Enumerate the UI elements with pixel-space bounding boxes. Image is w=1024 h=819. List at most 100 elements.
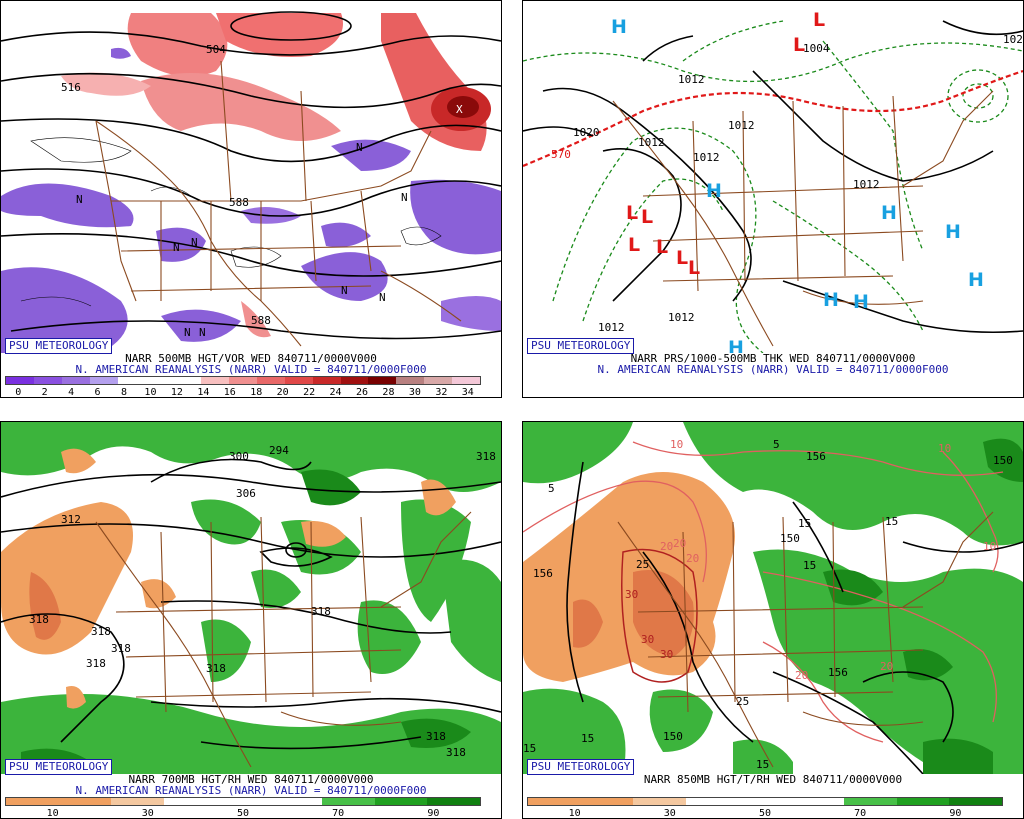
- svg-text:N: N: [356, 141, 363, 154]
- colorbar-swatch: [686, 798, 739, 805]
- svg-text:H: H: [611, 16, 627, 38]
- svg-text:588: 588: [251, 314, 271, 327]
- dry-core-shading: [29, 572, 61, 640]
- svg-text:1012: 1012: [638, 136, 665, 149]
- colorbar-tick-label: 6: [94, 387, 101, 398]
- svg-text:318: 318: [476, 450, 496, 463]
- svg-text:156: 156: [828, 666, 848, 679]
- svg-text:10: 10: [938, 442, 951, 455]
- panel-title: NARR 700MB HGT/RH WED 840711/0000V000: [128, 773, 374, 786]
- colorbar-tick-label: 70: [854, 808, 867, 819]
- political-borders: [617, 511, 994, 768]
- svg-text:L: L: [793, 34, 805, 56]
- colorbar-tick-label: 24: [329, 387, 342, 398]
- colorbar-swatch: [580, 798, 634, 805]
- colorbar-tick-label: 30: [141, 808, 154, 819]
- isobars: [523, 20, 1023, 334]
- svg-text:30: 30: [625, 588, 638, 601]
- colorbar-swatch: [633, 798, 687, 805]
- colorbar-tick-label: 50: [758, 808, 772, 819]
- colorbar-swatch: [284, 377, 313, 384]
- svg-text:15: 15: [803, 559, 816, 572]
- colorbar-tick-label: 10: [568, 808, 581, 819]
- psu-meteorology-badge: PSU METEOROLOGY: [5, 759, 113, 775]
- svg-text:L: L: [626, 202, 638, 224]
- colorbar-tick-label: 18: [250, 387, 263, 398]
- svg-text:H: H: [968, 269, 984, 291]
- svg-text:1012: 1012: [678, 73, 705, 86]
- panel-title: NARR 850MB HGT/T/RH WED 840711/0000V000: [643, 773, 903, 786]
- svg-text:N: N: [199, 326, 206, 339]
- colorbar-swatch: [374, 798, 428, 805]
- svg-text:15: 15: [581, 732, 594, 745]
- colorbar-tick-label: 20: [276, 387, 289, 398]
- svg-text:H: H: [823, 289, 839, 311]
- contour-labels: 5 5 10 10 10 15 15 15 15 15 15 20 20 20 …: [523, 438, 1013, 771]
- panel-valid-time: N. AMERICAN REANALYSIS (NARR) VALID = 84…: [597, 363, 949, 376]
- colorbar-swatch: [173, 377, 202, 384]
- negative-vorticity-shading: [1, 47, 501, 353]
- colorbar-swatch: [424, 377, 452, 384]
- colorbar-swatch: [33, 377, 62, 384]
- colorbar-swatch: [6, 377, 34, 384]
- svg-text:516: 516: [61, 81, 81, 94]
- moist-shading: [523, 422, 1023, 774]
- vorticity-colorbar: [5, 376, 481, 385]
- svg-text:318: 318: [111, 642, 131, 655]
- colorbar-tick-label: 90: [427, 808, 440, 819]
- colorbar-tick-label: 16: [223, 387, 236, 398]
- svg-text:150: 150: [993, 454, 1013, 467]
- colorbar-tick-label: 10: [144, 387, 157, 398]
- svg-text:10: 10: [983, 540, 996, 553]
- colorbar-swatch: [427, 798, 481, 805]
- svg-text:318: 318: [29, 613, 49, 626]
- svg-text:N: N: [379, 291, 386, 304]
- svg-text:318: 318: [311, 605, 331, 618]
- svg-text:L: L: [641, 206, 653, 228]
- svg-text:N: N: [401, 191, 408, 204]
- colorbar-swatch: [164, 798, 217, 805]
- warm-temperature-contours: [621, 548, 698, 683]
- svg-text:20: 20: [795, 669, 808, 682]
- colorbar-tick-label: 10: [46, 808, 59, 819]
- rh-colorbar: [5, 797, 481, 806]
- positive-vorticity-shading: [61, 13, 491, 338]
- svg-text:L: L: [676, 247, 688, 269]
- svg-text:25: 25: [736, 695, 749, 708]
- colorbar-swatch: [738, 798, 792, 805]
- svg-text:15: 15: [798, 517, 811, 530]
- colorbar-swatch: [256, 377, 285, 384]
- colorbar-swatch: [452, 377, 480, 384]
- colorbar-swatch: [89, 377, 118, 384]
- svg-text:1020: 1020: [573, 126, 600, 139]
- height-contours: [1, 458, 501, 750]
- svg-text:1020: 1020: [1003, 33, 1023, 46]
- svg-text:5: 5: [548, 482, 555, 495]
- political-borders: [95, 60, 462, 347]
- svg-text:30: 30: [660, 648, 673, 661]
- vorticity-map: 504 516 588 588 N N N N N N N N N X: [1, 1, 501, 353]
- colorbar-swatch: [368, 377, 397, 384]
- colorbar-swatch: [6, 798, 59, 805]
- colorbar-swatch: [201, 377, 229, 384]
- svg-text:N: N: [76, 193, 83, 206]
- svg-text:318: 318: [86, 657, 106, 670]
- psu-meteorology-badge: PSU METEOROLOGY: [527, 759, 635, 775]
- colorbar-tick-label: 70: [332, 808, 345, 819]
- svg-text:30: 30: [641, 633, 654, 646]
- svg-text:504: 504: [206, 43, 226, 56]
- political-borders: [612, 90, 994, 347]
- colorbar-tick-label: 0: [15, 387, 22, 398]
- colorbar-tick-label: 12: [170, 387, 183, 398]
- svg-text:150: 150: [780, 532, 800, 545]
- colorbar-tick-label: 28: [382, 387, 395, 398]
- svg-text:588: 588: [229, 196, 249, 209]
- panel-700mb-rh: 300 294 306 312 318 318 318 318 318 318 …: [0, 421, 502, 819]
- political-borders: [95, 511, 472, 768]
- colorbar-tick-label: 8: [120, 387, 128, 398]
- colorbar-swatch: [117, 377, 146, 384]
- colorbar-tick-label: 90: [949, 808, 962, 819]
- colorbar-tick-label: 22: [303, 387, 316, 398]
- colorbar-swatch: [145, 377, 174, 384]
- svg-text:156: 156: [533, 567, 553, 580]
